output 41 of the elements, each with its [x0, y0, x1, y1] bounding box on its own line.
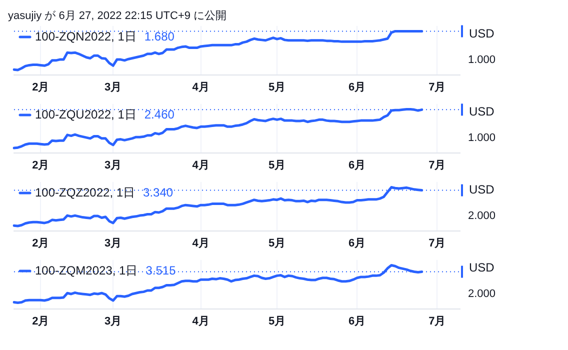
- y-axis-title: USD: [469, 26, 495, 40]
- x-tick-label: 7月: [428, 81, 446, 94]
- y-axis-title: USD: [469, 260, 495, 274]
- x-tick-label: 5月: [268, 315, 286, 328]
- x-tick-label: 4月: [192, 237, 210, 250]
- chart-title: yasujiy が 6月 27, 2022 22:15 UTC+9 に公開: [8, 9, 228, 24]
- x-tick-label: 4月: [192, 81, 210, 94]
- x-tick-label: 6月: [348, 159, 366, 172]
- x-tick-label: 4月: [192, 315, 210, 328]
- x-tick-label: 6月: [348, 81, 366, 94]
- y-axis-title: USD: [469, 182, 495, 196]
- x-tick-label: 2月: [32, 237, 50, 250]
- annotation: 3.515: [146, 263, 176, 278]
- x-tick-label: 5月: [268, 159, 286, 172]
- x-tick-label: 7月: [428, 315, 446, 328]
- x-tick-label: 7月: [428, 159, 446, 172]
- x-tick-label: 4月: [192, 159, 210, 172]
- legend-label: 100-ZQM2023, 1日: [35, 263, 138, 278]
- annotation: 1.680: [144, 29, 175, 44]
- x-tick-label: 5月: [268, 237, 286, 250]
- annotation: 2.460: [144, 107, 175, 122]
- x-tick-label: 6月: [348, 315, 366, 328]
- text: 2.000: [468, 210, 496, 222]
- text: 1.000: [468, 54, 496, 66]
- text: 1.000: [468, 132, 496, 144]
- x-tick-label: 7月: [428, 237, 446, 250]
- x-tick-label: 2月: [32, 81, 50, 94]
- text: 2.000: [468, 288, 496, 300]
- legend-label: 100-ZQN2022, 1日: [35, 29, 136, 44]
- x-tick-label: 3月: [104, 237, 122, 250]
- legend-label: 100-ZQZ2022, 1日: [35, 185, 136, 200]
- legend-label: 100-ZQU2022, 1日: [35, 107, 136, 122]
- x-tick-label: 2月: [32, 315, 50, 328]
- x-tick-label: 6月: [348, 237, 366, 250]
- x-tick-label: 2月: [32, 159, 50, 172]
- x-tick-label: 5月: [268, 81, 286, 94]
- x-tick-label: 3月: [104, 81, 122, 94]
- x-tick-label: 3月: [104, 315, 122, 328]
- annotation: 3.340: [143, 185, 174, 200]
- y-axis-title: USD: [469, 104, 495, 118]
- x-tick-label: 3月: [104, 159, 122, 172]
